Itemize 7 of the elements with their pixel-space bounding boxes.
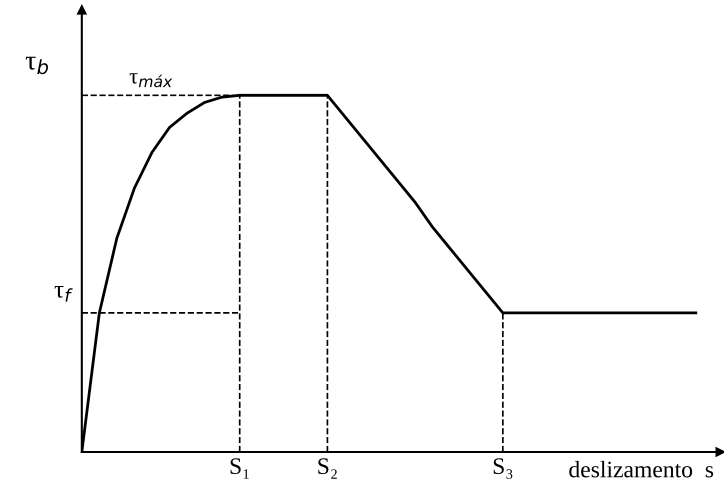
ref-line-label: τ$_{máx}$ <box>130 73 172 88</box>
x-axis-title: deslizamento s <box>569 460 714 478</box>
x-tick-label: S₁ <box>230 458 249 479</box>
ref-line-label: τ$_{f}$ <box>54 286 73 302</box>
x-tick-label: S₃ <box>494 458 512 479</box>
y-axis-title: τ$_{b}$ <box>26 56 48 74</box>
x-tick-label: S₂ <box>318 458 337 479</box>
